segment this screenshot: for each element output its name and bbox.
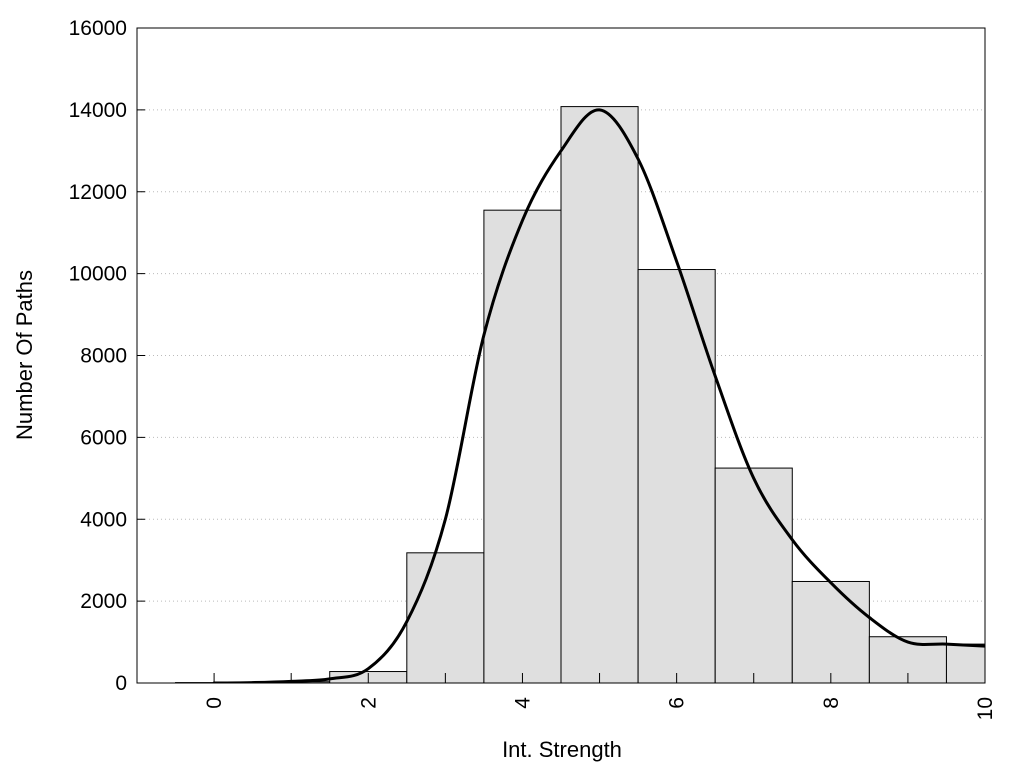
histogram-bar bbox=[791, 580, 870, 683]
x-tick-label: 2 bbox=[357, 697, 380, 709]
tick-labels: 0 2000 4000 6000 8000 10000 12000 14000 16000 0 2 4… bbox=[69, 17, 997, 720]
y-tick-label: 14000 bbox=[69, 99, 127, 122]
histogram-bar bbox=[406, 552, 485, 683]
axis-ticks bbox=[137, 27, 986, 684]
x-tick-label: 10 bbox=[974, 697, 997, 720]
density-curve bbox=[212, 108, 985, 683]
y-tick-label: 0 bbox=[115, 672, 127, 695]
x-tick-label: 6 bbox=[666, 697, 689, 709]
density-curve-layer bbox=[212, 108, 985, 683]
x-axis-title: Int. Strength bbox=[502, 737, 622, 762]
histogram-bar bbox=[483, 209, 562, 683]
y-axis-title: Number Of Paths bbox=[12, 270, 37, 440]
y-tick-label: 8000 bbox=[80, 345, 127, 368]
x-tick-label: 0 bbox=[203, 697, 226, 709]
histogram-bar bbox=[637, 269, 716, 683]
y-tick-label: 4000 bbox=[80, 508, 127, 531]
y-tick-label: 6000 bbox=[80, 426, 127, 449]
histogram-bars bbox=[175, 106, 985, 683]
x-tick-label: 8 bbox=[820, 697, 843, 709]
y-tick-label: 12000 bbox=[69, 181, 127, 204]
x-tick-label: 4 bbox=[511, 697, 534, 709]
histogram-bar bbox=[560, 106, 639, 683]
y-tick-label: 16000 bbox=[69, 17, 127, 40]
histogram-bar bbox=[714, 467, 793, 683]
y-tick-label: 10000 bbox=[69, 263, 127, 286]
y-tick-label: 2000 bbox=[80, 590, 127, 613]
